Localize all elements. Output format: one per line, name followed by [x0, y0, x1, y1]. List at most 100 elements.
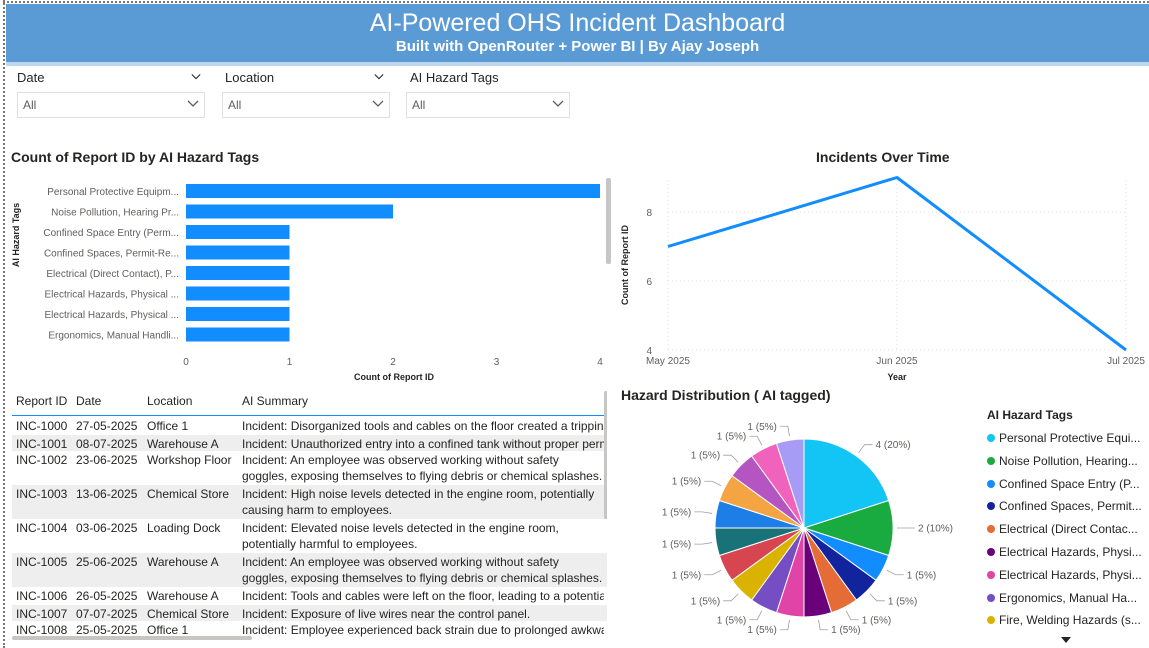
date-cell: 07-07-2025	[76, 607, 138, 621]
table-row[interactable]: INC-1006 26-05-2025 Warehouse A Incident: T…	[12, 587, 607, 605]
canvas-border-top	[3, 1, 1149, 3]
legend-color-dot	[987, 570, 995, 579]
ai-summary-cell: Incident: An employee was observed worki…	[242, 453, 603, 483]
ai-summary-cell: Incident: Elevated noise levels detected…	[242, 521, 559, 551]
legend-item-label: Personal Protective Equi...	[999, 431, 1141, 445]
date-dropdown-value: All	[23, 98, 37, 112]
bar-chart-scrollbar[interactable]	[606, 178, 611, 264]
legend-scroll-down-icon[interactable]	[1061, 637, 1071, 644]
pie-data-label: 1 (5%)	[672, 570, 701, 581]
location-cell: Warehouse A	[147, 555, 219, 569]
pie-leader-line	[704, 480, 722, 487]
legend-color-dot	[987, 479, 995, 488]
date-cell: 03-06-2025	[76, 521, 138, 535]
column-header-date[interactable]: Date	[76, 394, 102, 408]
chevron-down-icon[interactable]	[191, 72, 201, 82]
legend-item-label: Fire, Welding Hazards (s...	[999, 613, 1141, 628]
location-dropdown[interactable]: All	[222, 92, 390, 118]
table-row[interactable]: INC-1004 03-06-2025 Loading Dock Incident: …	[12, 519, 607, 553]
legend-item[interactable]: Electrical (Direct Contac...	[987, 521, 1147, 544]
date-dropdown[interactable]: All	[17, 92, 205, 118]
date-cell: 13-06-2025	[76, 487, 138, 501]
table-horizontal-scrollbar[interactable]	[12, 636, 252, 640]
table-header: Report ID Date Location AI Summary	[12, 389, 607, 416]
column-header-ai-summary[interactable]: AI Summary	[242, 394, 309, 408]
location-slicer: Location All	[222, 70, 390, 118]
table-row[interactable]: INC-1000 27-05-2025 Office 1 Incident: Diso…	[12, 417, 607, 435]
ai-summary-cell: Incident: Tools and cables were left on …	[242, 589, 604, 603]
chevron-down-icon[interactable]	[374, 72, 384, 82]
bar-chart: AI Hazard Tags Count of Report ID Person…	[11, 178, 611, 382]
bar[interactable]	[186, 286, 290, 301]
table-row[interactable]: INC-1001 08-07-2025 Warehouse A Incident: U…	[12, 435, 607, 451]
bar[interactable]	[186, 204, 393, 219]
line-y-axis-label: Count of Report ID	[620, 225, 630, 305]
line-x-axis-label: Year	[887, 372, 907, 382]
date-cell: 25-05-2025	[76, 623, 138, 637]
pie-data-label: 1 (5%)	[672, 477, 701, 488]
legend-item[interactable]: Confined Spaces, Permit...	[987, 498, 1147, 521]
table-row[interactable]: INC-1005 25-06-2025 Warehouse A Incident: A…	[12, 553, 607, 587]
legend-item-label: Confined Space Entry (P...	[999, 476, 1140, 491]
bar[interactable]	[186, 266, 290, 280]
location-cell: Warehouse A	[147, 589, 219, 603]
pie-data-label: 1 (5%)	[831, 625, 860, 636]
chevron-down-icon	[187, 100, 199, 107]
table-vertical-scrollbar[interactable]	[604, 391, 607, 519]
pie-leader-line	[779, 619, 790, 631]
legend-item[interactable]: Fire, Welding Hazards (s...	[987, 612, 1147, 635]
header-underline	[6, 62, 1149, 66]
pie-leader-line	[818, 619, 829, 631]
bar[interactable]	[186, 245, 290, 260]
legend-item-label: Noise Pollution, Hearing...	[999, 453, 1138, 468]
bar-x-axis-label: Count of Report ID	[354, 372, 434, 382]
date-cell: 26-05-2025	[76, 589, 138, 603]
report-id-cell: INC-1002	[16, 453, 68, 467]
line-chart: Count of Report ID Year 4 6 8 May 2025 Jun 2…	[620, 176, 1145, 382]
hazard-tags-dropdown[interactable]: All	[406, 92, 570, 118]
table-row[interactable]: INC-1008 25-05-2025 Office 1 Incident: Empl…	[12, 621, 607, 637]
hazard-tags-slicer-label: AI Hazard Tags	[410, 70, 499, 85]
legend-item[interactable]: Personal Protective Equi...	[987, 430, 1147, 453]
bar[interactable]	[186, 307, 290, 321]
legend-item-label: Electrical Hazards, Physi...	[999, 567, 1142, 582]
bar[interactable]	[186, 225, 290, 239]
pie-data-label: 1 (5%)	[662, 540, 691, 551]
legend-item[interactable]: Confined Space Entry (P...	[987, 476, 1147, 499]
pie-data-label: 1 (5%)	[717, 615, 746, 626]
column-header-location[interactable]: Location	[147, 394, 193, 408]
pie-leader-line	[779, 425, 790, 437]
table-row[interactable]: INC-1002 23-06-2025 Workshop Floor Incident…	[12, 451, 607, 485]
legend-item[interactable]: Electrical Hazards, Physi...	[987, 544, 1147, 567]
table-row[interactable]: INC-1007 07-07-2025 Chemical Store Incident…	[12, 605, 607, 621]
pie-slice[interactable]	[775, 438, 805, 529]
bar[interactable]	[186, 184, 600, 198]
bar[interactable]	[186, 327, 290, 342]
line-series[interactable]	[667, 176, 1127, 352]
legend-item[interactable]: Noise Pollution, Hearing...	[987, 453, 1147, 476]
pie-data-label: 1 (5%)	[747, 422, 776, 433]
location-cell: Office 1	[147, 623, 189, 637]
column-header-report-id[interactable]: Report ID	[16, 394, 68, 408]
bar-x-tick-label: 4	[597, 357, 603, 368]
bar-category-label: Personal Protective Equipm...	[47, 187, 179, 198]
pie-data-label: 1 (5%)	[662, 507, 691, 518]
dashboard-title: AI-Powered OHS Incident Dashboard	[369, 9, 786, 37]
line-y-tick-label: 6	[646, 277, 652, 288]
legend-color-dot	[987, 616, 995, 625]
legend-item[interactable]: Electrical Hazards, Physi...	[987, 567, 1147, 590]
legend-color-dot	[987, 456, 995, 465]
pie-slice[interactable]	[803, 438, 890, 529]
location-cell: Chemical Store	[147, 487, 230, 501]
date-cell: 27-05-2025	[76, 419, 138, 433]
bar-x-tick-label: 3	[494, 357, 500, 368]
table-row[interactable]: INC-1003 13-06-2025 Chemical Store Incident…	[12, 485, 607, 519]
pie-data-label: 1 (5%)	[747, 625, 776, 636]
hazard-tags-dropdown-value: All	[412, 98, 426, 112]
bar-category-label: Electrical (Direct Contact), P...	[46, 269, 179, 280]
legend-item[interactable]: Ergonomics, Manual Ha...	[987, 590, 1147, 613]
bar-x-tick-label: 0	[183, 357, 189, 368]
pie-data-label: 1 (5%)	[691, 596, 720, 607]
bar-category-label: Electrical Hazards, Physical ...	[45, 290, 180, 301]
report-id-cell: INC-1005	[16, 555, 68, 569]
